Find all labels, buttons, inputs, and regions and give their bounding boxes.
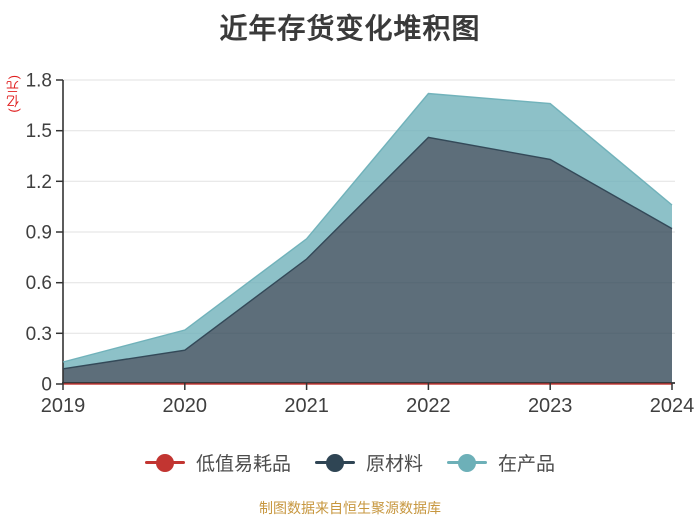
- y-tick-label: 0.3: [26, 324, 52, 345]
- legend-label-low-value-consumables: 低值易耗品: [195, 454, 291, 475]
- x-tick-label: 2022: [406, 395, 451, 417]
- x-tick-label: 2021: [284, 395, 329, 417]
- y-tick-label: 1.8: [26, 71, 52, 92]
- y-tick-label: 0.6: [26, 273, 52, 294]
- series-line-1: [62, 136, 673, 370]
- y-tick-label: 0: [41, 375, 52, 396]
- legend-item-work-in-progress[interactable]: 在产品: [447, 449, 555, 476]
- legend-marker-dot: [325, 453, 344, 472]
- y-tick-label: 0.9: [26, 223, 52, 244]
- legend-label-raw-materials: 原材料: [365, 454, 423, 475]
- legend: 低值易耗品 原材料 在产品: [0, 449, 700, 476]
- x-tick-label: 2024: [650, 395, 695, 417]
- x-tick-label: 2023: [528, 395, 573, 417]
- legend-marker-icon: [314, 453, 355, 472]
- x-tick-label: 2020: [163, 395, 208, 417]
- y-tick-label: 1.5: [26, 121, 52, 142]
- legend-marker-dot: [458, 453, 476, 472]
- data-source-note: 制图数据来自恒生聚源数据库: [259, 500, 441, 516]
- series-line-2: [62, 92, 673, 363]
- legend-marker-icon: [144, 453, 185, 472]
- x-tick-label: 2019: [41, 395, 86, 417]
- chart-title: 近年存货变化堆积图: [219, 13, 481, 44]
- area-series-1: [63, 137, 672, 384]
- legend-item-raw-materials[interactable]: 原材料: [314, 449, 423, 476]
- y-axis-unit-label: (亿元): [6, 74, 21, 113]
- y-tick-label: 1.2: [26, 172, 52, 193]
- legend-marker-dot: [155, 453, 174, 472]
- legend-marker-icon: [447, 453, 487, 472]
- legend-item-low-value-consumables[interactable]: 低值易耗品: [144, 449, 291, 476]
- legend-label-work-in-progress: 在产品: [498, 454, 556, 475]
